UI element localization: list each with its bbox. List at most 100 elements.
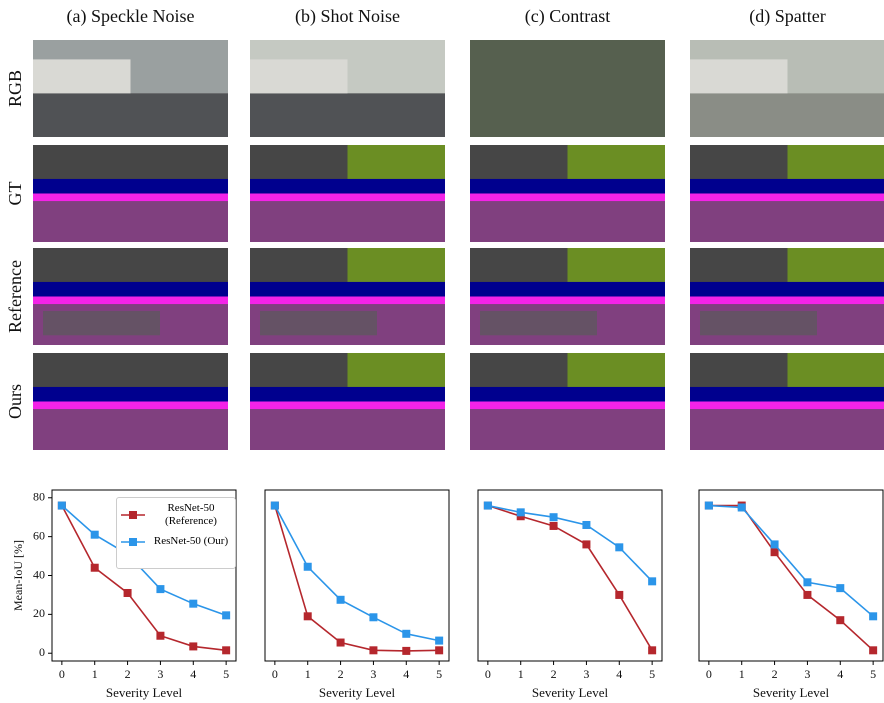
image-part bbox=[33, 59, 131, 94]
row-label: Reference bbox=[5, 260, 25, 333]
image-part bbox=[347, 353, 445, 387]
y-tick-label: 60 bbox=[33, 528, 45, 542]
series-line bbox=[487, 504, 653, 651]
image-part bbox=[250, 296, 445, 305]
point bbox=[156, 585, 165, 594]
image-part bbox=[260, 311, 377, 336]
series-line bbox=[61, 505, 227, 652]
image-part bbox=[690, 178, 884, 194]
plot-frame bbox=[477, 489, 663, 662]
image-cell bbox=[470, 353, 665, 450]
point bbox=[704, 501, 713, 510]
image-part bbox=[33, 409, 228, 450]
image-part bbox=[250, 386, 445, 402]
x-tick-label: 4 bbox=[616, 667, 622, 681]
y-axis-label: Mean-IoU [%] bbox=[11, 540, 25, 611]
image-cell bbox=[250, 145, 445, 242]
legend-label: ResNet-50 (Reference) bbox=[165, 502, 217, 527]
image-part bbox=[250, 93, 445, 137]
point bbox=[803, 590, 812, 599]
point bbox=[516, 508, 525, 517]
image-cell bbox=[690, 248, 884, 345]
point bbox=[336, 595, 345, 604]
image-part bbox=[690, 281, 884, 297]
legend: ResNet-50 (Reference) ResNet-50 (Our) bbox=[116, 497, 236, 569]
point bbox=[336, 638, 345, 647]
chart-title: (c) Contrast bbox=[525, 6, 610, 27]
image-part bbox=[690, 59, 788, 94]
legend-entry: ResNet-50 (Our) bbox=[121, 535, 233, 548]
x-axis-label: Severity Level bbox=[753, 685, 830, 700]
image-part bbox=[33, 296, 228, 305]
image-part bbox=[33, 401, 228, 410]
series-line bbox=[61, 504, 227, 617]
image-part bbox=[250, 281, 445, 297]
point bbox=[615, 590, 624, 599]
image-cell bbox=[470, 248, 665, 345]
image-cell bbox=[250, 40, 445, 137]
x-tick-label: 4 bbox=[403, 667, 409, 681]
point bbox=[770, 548, 779, 557]
point bbox=[869, 612, 878, 621]
point bbox=[836, 584, 845, 593]
plot-frame bbox=[698, 489, 884, 662]
image-part bbox=[250, 59, 348, 94]
image-part bbox=[470, 386, 665, 402]
image-part bbox=[33, 193, 228, 202]
point bbox=[648, 577, 657, 586]
point bbox=[770, 540, 779, 549]
image-part bbox=[567, 353, 665, 387]
x-tick-label: 0 bbox=[706, 667, 712, 681]
image-cell bbox=[690, 145, 884, 242]
image-part bbox=[787, 145, 884, 179]
image-cell bbox=[690, 40, 884, 137]
image-part bbox=[250, 193, 445, 202]
row-label: Ours bbox=[5, 384, 25, 419]
x-tick-label: 4 bbox=[837, 667, 843, 681]
series-line bbox=[274, 505, 440, 652]
image-part bbox=[470, 193, 665, 202]
point bbox=[435, 636, 444, 645]
image-part bbox=[690, 409, 884, 450]
image-part bbox=[130, 145, 228, 179]
image-cell bbox=[33, 145, 228, 242]
image-part bbox=[470, 296, 665, 305]
x-tick-label: 2 bbox=[772, 667, 778, 681]
image-part bbox=[33, 201, 228, 242]
point bbox=[156, 631, 165, 640]
legend-swatch bbox=[121, 537, 145, 546]
image-part bbox=[33, 178, 228, 194]
point bbox=[189, 599, 198, 608]
y-tick-label: 0 bbox=[39, 645, 45, 659]
point bbox=[369, 646, 378, 655]
x-tick-label: 5 bbox=[223, 667, 229, 681]
x-tick-label: 3 bbox=[157, 667, 163, 681]
image-cell bbox=[33, 353, 228, 450]
point bbox=[582, 520, 591, 529]
x-tick-label: 0 bbox=[272, 667, 278, 681]
image-part bbox=[250, 201, 445, 242]
image-part bbox=[130, 248, 228, 282]
series-line bbox=[708, 504, 874, 617]
image-part bbox=[250, 401, 445, 410]
point bbox=[90, 563, 99, 572]
y-tick-label: 40 bbox=[33, 567, 45, 581]
x-tick-label: 1 bbox=[518, 667, 524, 681]
image-part bbox=[470, 201, 665, 242]
image-part bbox=[470, 281, 665, 297]
image-part bbox=[470, 178, 665, 194]
image-cell bbox=[250, 353, 445, 450]
point bbox=[303, 612, 312, 621]
row-label: RGB bbox=[5, 70, 25, 107]
image-part bbox=[690, 386, 884, 402]
point bbox=[270, 501, 279, 510]
image-part bbox=[690, 296, 884, 305]
image-part bbox=[33, 281, 228, 297]
image-cell bbox=[470, 40, 665, 137]
point bbox=[402, 629, 411, 638]
x-tick-label: 3 bbox=[370, 667, 376, 681]
point bbox=[549, 521, 558, 530]
x-tick-label: 5 bbox=[649, 667, 655, 681]
